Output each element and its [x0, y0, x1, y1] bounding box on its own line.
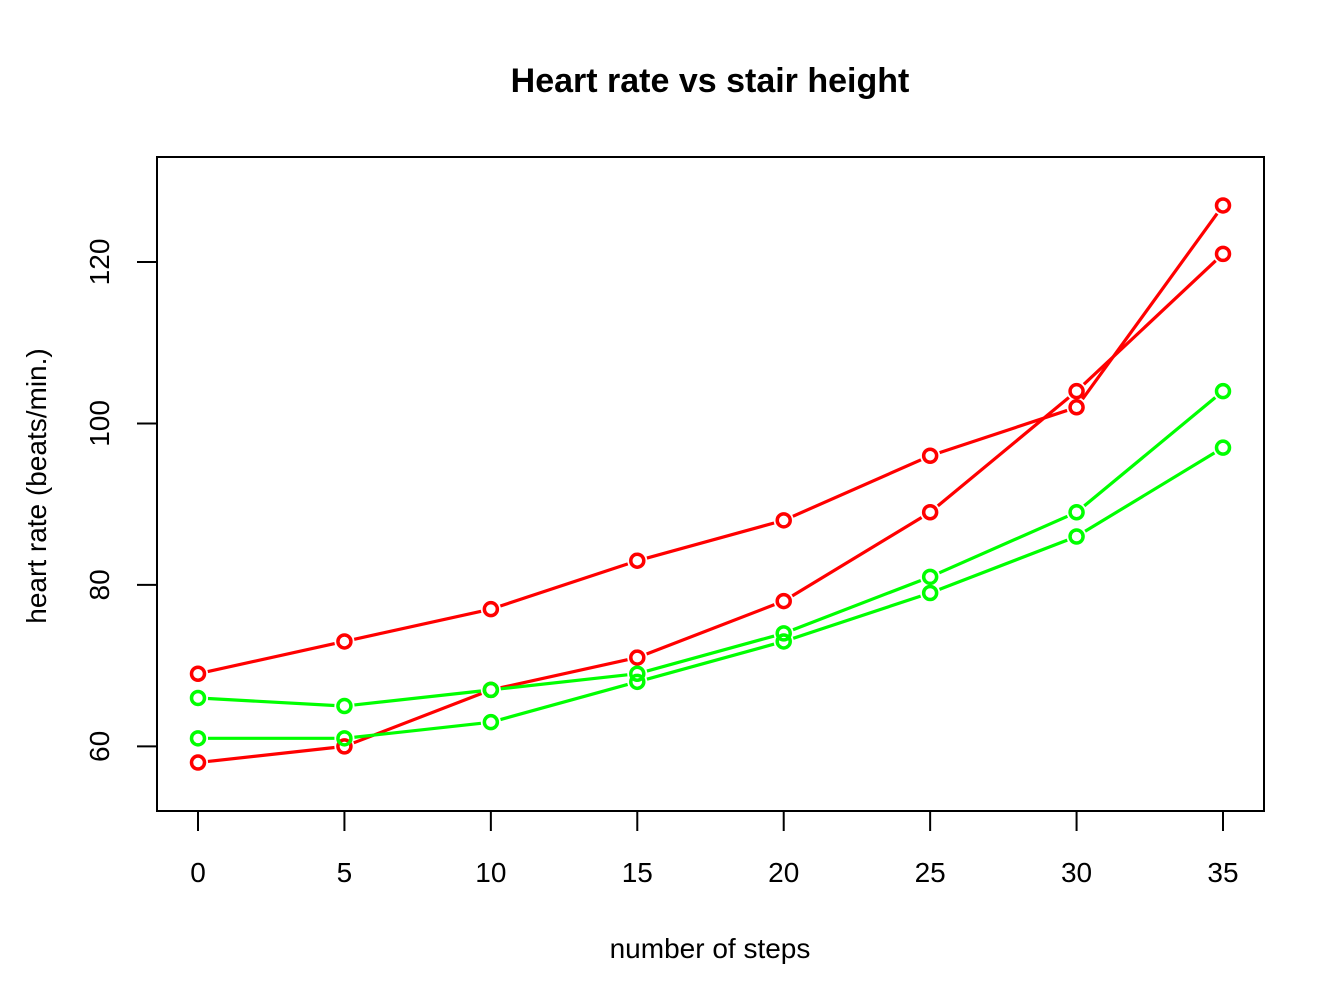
x-tick-label: 35 [1207, 857, 1238, 888]
data-point [189, 665, 207, 682]
series-line-segment [500, 682, 629, 722]
series-line-segment [792, 458, 922, 518]
data-point [921, 504, 939, 521]
data-point [1214, 382, 1232, 400]
data-point [336, 633, 353, 650]
series-line-segment [646, 603, 775, 656]
series-line-segment [646, 642, 775, 681]
series-3 [189, 382, 1232, 715]
data-point [336, 730, 353, 747]
y-tick-label: 120 [84, 239, 115, 286]
data-point [1068, 399, 1085, 416]
data-point [629, 673, 646, 691]
series-line-segment [646, 634, 775, 673]
data-point [775, 512, 792, 529]
y-axis: 60 80 100 120 [84, 239, 158, 762]
series-line-segment [1081, 212, 1219, 401]
data-point [921, 584, 939, 602]
data-point [482, 681, 500, 699]
data-point [629, 649, 646, 666]
data-point [189, 689, 207, 707]
series-line-segment [791, 516, 923, 598]
y-tick-label: 60 [84, 731, 115, 762]
series-line-segment [207, 696, 335, 708]
y-axis-label: heart rate (beats/min.) [21, 348, 52, 623]
series-line-segment [792, 578, 922, 632]
x-tick-label: 5 [337, 857, 353, 888]
data-point [921, 447, 939, 464]
series-line-segment [792, 594, 922, 640]
series-line-segment [500, 658, 628, 690]
data-point [1214, 245, 1232, 263]
x-axis: 0 5 10 15 20 25 30 35 [190, 810, 1239, 888]
x-tick-label: 10 [475, 857, 506, 888]
x-tick-label: 0 [190, 857, 206, 888]
data-point [1068, 528, 1085, 545]
data-point [775, 592, 792, 610]
x-tick-label: 15 [622, 857, 653, 888]
series-4 [189, 439, 1232, 747]
plot-frame [156, 156, 1265, 812]
series-line-segment [938, 538, 1068, 591]
x-axis-label: number of steps [610, 933, 811, 964]
chart-title: Heart rate vs stair height [511, 62, 910, 100]
data-point [1214, 439, 1232, 456]
data-point [189, 754, 207, 771]
x-tick-label: 30 [1061, 857, 1092, 888]
series-line-segment [354, 689, 482, 707]
data-point [482, 600, 500, 618]
series-line-segment [1082, 259, 1217, 386]
data-point [336, 738, 353, 755]
series-line-segment [936, 396, 1070, 508]
data-point [629, 665, 646, 682]
series-line-segment [353, 609, 482, 641]
data-point [775, 633, 792, 650]
data-point [1214, 197, 1232, 214]
data-point [189, 730, 207, 747]
series-line-segment [1083, 396, 1217, 508]
data-point [482, 713, 500, 731]
data-point [336, 697, 353, 715]
series-line-segment [1084, 451, 1216, 533]
data-point [775, 625, 792, 642]
y-tick-label: 80 [84, 569, 115, 600]
series-1 [189, 197, 1232, 682]
data-point [1068, 382, 1085, 400]
data-point [629, 552, 646, 569]
series-line-segment [207, 642, 336, 674]
series-line-segment [500, 673, 628, 691]
series-line-segment [499, 562, 629, 608]
series-line-segment [354, 721, 482, 739]
y-tick-label: 100 [84, 400, 115, 447]
x-tick-label: 20 [768, 857, 799, 888]
series-2 [189, 245, 1232, 771]
series-line-segment [207, 745, 335, 764]
data-point [1068, 504, 1085, 521]
series-line-segment [938, 514, 1069, 575]
series-line-segment [646, 521, 775, 560]
x-tick-label: 25 [915, 857, 946, 888]
series-layer [189, 197, 1232, 771]
data-point [921, 568, 939, 586]
